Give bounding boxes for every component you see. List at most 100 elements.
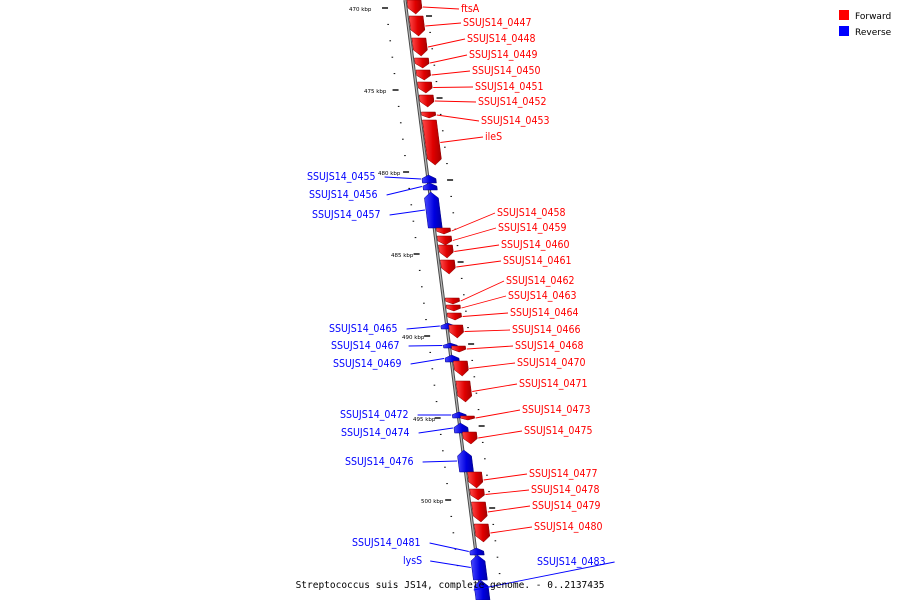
- axis-tick-label: 495 kbp: [413, 417, 436, 423]
- gene-feature-ssujs14_0473: [460, 415, 475, 421]
- label-leader: [418, 427, 453, 434]
- gene-feature-ssujs14_0460: [438, 244, 454, 259]
- gene-feature-ssujs14_0466: [448, 324, 464, 339]
- gene-feature-ftsa: [406, 0, 423, 15]
- gene-feature-ssujs14_0461: [440, 259, 456, 275]
- label-leader: [434, 100, 477, 103]
- gene-label-ssujs14_0480: SSUJS14_0480: [534, 521, 602, 533]
- gene-label-ssujs14_0477: SSUJS14_0477: [529, 468, 597, 480]
- gene-feature-ssujs14_0477: [467, 471, 484, 489]
- gene-label-ssujs14_0474: SSUJS14_0474: [341, 427, 409, 439]
- gene-label-ssujs14_0451: SSUJS14_0451: [475, 81, 543, 93]
- label-leader: [478, 430, 523, 439]
- gene-feature-ssujs14_0468: [451, 345, 467, 353]
- gene-features: [406, 0, 491, 600]
- label-leader: [487, 505, 531, 513]
- gene-label-ssujs14_0470: SSUJS14_0470: [517, 357, 585, 369]
- axis-tick-labels: 470 kbp 475 kbp 480 kbp 485 kbp 490 kbp 495 k…: [349, 7, 444, 505]
- label-leader: [430, 560, 471, 568]
- label-leader: [422, 6, 460, 10]
- gene-label-ssujs14_0455: SSUJS14_0455: [307, 171, 375, 183]
- label-leader: [464, 329, 511, 332]
- gene-label-ssujs14_0465: SSUJS14_0465: [329, 323, 397, 335]
- label-leader: [389, 209, 426, 216]
- gene-feature-ssujs14_0459: [437, 235, 453, 246]
- gene-label-ssujs14_0450: SSUJS14_0450: [472, 65, 540, 77]
- axis-tick-label: 485 kbp: [391, 253, 414, 259]
- label-leader: [461, 295, 507, 309]
- label-leader: [406, 325, 440, 330]
- label-leader: [440, 136, 484, 143]
- gene-feature-ssujs14_0475: [462, 431, 478, 445]
- label-leader: [436, 114, 480, 122]
- label-leader: [451, 212, 496, 232]
- gene-label-ssujs14_0481: SSUJS14_0481: [352, 537, 420, 549]
- gene-label-ssujs14_0483: SSUJS14_0483: [537, 556, 605, 568]
- gene-label-ssujs14_0471: SSUJS14_0471: [519, 378, 587, 390]
- gene-feature-ssujs14_0469: [444, 354, 460, 363]
- gene-label-ssujs14_0464: SSUJS14_0464: [510, 307, 578, 319]
- gene-feature-ssujs14_0447: [408, 15, 426, 37]
- gene-label-ssujs14_0463: SSUJS14_0463: [508, 290, 576, 302]
- legend-swatch-reverse: [839, 26, 849, 36]
- map-caption: Streptococcus suis JS14, complete genome…: [296, 580, 605, 591]
- label-leader: [410, 358, 445, 365]
- label-leader: [469, 362, 516, 369]
- label-leader: [422, 460, 458, 463]
- label-leader: [408, 345, 443, 347]
- gene-label-ssujs14_0461: SSUJS14_0461: [503, 255, 571, 267]
- label-leader-lines: [384, 6, 615, 591]
- gene-feature-ssujs14_0464: [446, 312, 462, 321]
- gene-label-ssujs14_0479: SSUJS14_0479: [532, 500, 600, 512]
- axis-tick-label: 490 kbp: [402, 335, 425, 341]
- label-leader: [466, 345, 514, 350]
- gene-feature-ssujs14_0483: [473, 579, 491, 600]
- label-leader: [454, 244, 500, 252]
- gene-label-ssujs14_0472: SSUJS14_0472: [340, 409, 408, 421]
- label-leader: [472, 383, 518, 392]
- label-leader: [490, 526, 533, 534]
- label-leader: [425, 22, 462, 27]
- gene-feature-ssujs14_0458: [435, 227, 451, 235]
- legend: Forward Reverse: [839, 10, 892, 38]
- legend-label-reverse: Reverse: [855, 28, 892, 38]
- gene-label-ftsa: ftsA: [461, 3, 480, 15]
- gene-feature-ssujs14_0479: [471, 501, 488, 523]
- gene-feature-ssujs14_0462: [444, 297, 460, 305]
- gene-label-ssujs14_0466: SSUJS14_0466: [512, 324, 580, 336]
- gene-feature-lyss: [470, 554, 488, 581]
- gene-label-ssujs14_0468: SSUJS14_0468: [515, 340, 583, 352]
- gene-feature-ssujs14_0480: [473, 523, 491, 543]
- label-leader: [475, 409, 521, 419]
- label-leader: [485, 489, 530, 495]
- gene-feature-ssujs14_0481: [469, 547, 485, 556]
- label-leader: [462, 312, 509, 317]
- gene-feature-ssujs14_0449: [414, 57, 430, 69]
- label-leader: [429, 542, 469, 552]
- gene-label-ssujs14_0476: SSUJS14_0476: [345, 456, 413, 468]
- gene-feature-ssujs14_0451: [417, 81, 433, 94]
- label-leader: [460, 280, 505, 302]
- gene-label-ssujs14_0469: SSUJS14_0469: [333, 358, 401, 370]
- gene-feature-ssujs14_0457: [424, 191, 443, 229]
- label-leader: [427, 38, 466, 48]
- gene-feature-ssujs14_0452: [418, 94, 435, 108]
- gene-feature-ssujs14_0474: [453, 422, 469, 434]
- genome-backbone: [403, 0, 484, 600]
- axis-ticks: [382, 7, 501, 575]
- gene-feature-ssujs14_0453: [421, 111, 437, 119]
- label-leader: [456, 260, 502, 268]
- gene-label-ssujs14_0447: SSUJS14_0447: [463, 17, 531, 29]
- gene-label-ssujs14_0460: SSUJS14_0460: [501, 239, 569, 251]
- gene-feature-ssujs14_0448: [411, 37, 428, 57]
- gene-feature-ssujs14_0476: [457, 449, 474, 473]
- legend-swatch-forward: [839, 10, 849, 20]
- gene-feature-ssujs14_0470: [453, 360, 469, 377]
- gene-label-ssujs14_0462: SSUJS14_0462: [506, 275, 574, 287]
- gene-label-ssujs14_0452: SSUJS14_0452: [478, 96, 546, 108]
- gene-feature-ssujs14_0455: [421, 174, 437, 184]
- label-leader: [429, 54, 468, 64]
- gene-label-ssujs14_0478: SSUJS14_0478: [531, 484, 599, 496]
- gene-feature-ssujs14_0456: [422, 182, 438, 191]
- legend-label-forward: Forward: [855, 12, 891, 22]
